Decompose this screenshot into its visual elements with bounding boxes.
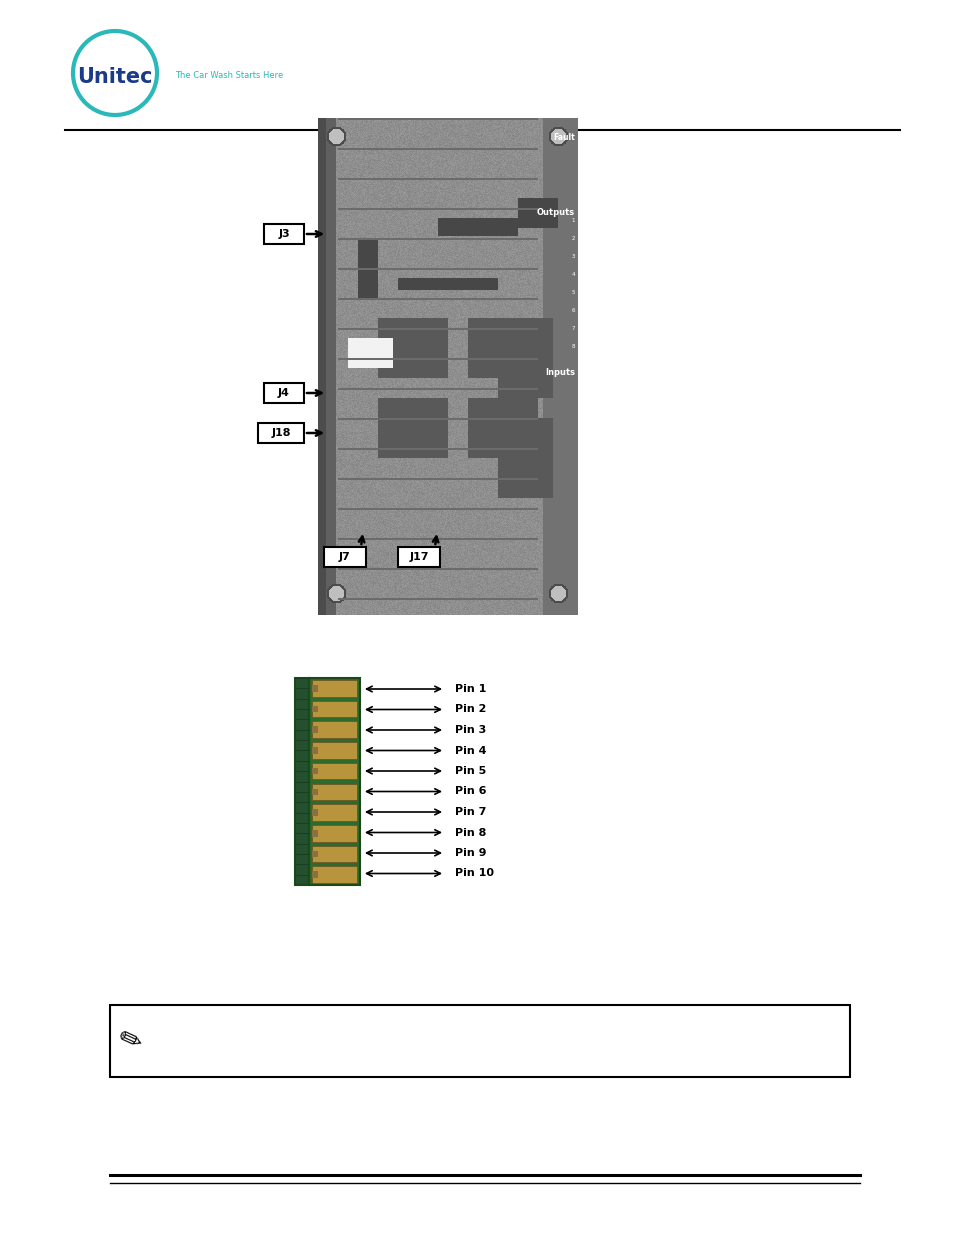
Bar <box>312 685 317 692</box>
Bar <box>312 742 356 758</box>
Text: Pin 9: Pin 9 <box>455 848 486 858</box>
Bar <box>264 224 304 245</box>
Bar <box>312 768 317 774</box>
Bar <box>312 680 356 697</box>
Bar <box>312 851 317 857</box>
Bar <box>312 763 356 779</box>
Bar <box>110 1005 849 1077</box>
Text: Unitec: Unitec <box>77 67 152 86</box>
Text: J7: J7 <box>338 552 351 562</box>
Bar <box>264 383 304 403</box>
Bar <box>312 726 317 734</box>
Bar <box>397 547 439 567</box>
Text: 7: 7 <box>571 326 575 331</box>
Text: Inputs: Inputs <box>544 368 575 377</box>
Text: J3: J3 <box>278 228 290 240</box>
Text: 2: 2 <box>571 236 575 241</box>
Text: Outputs: Outputs <box>537 207 575 217</box>
Bar <box>312 721 356 739</box>
Bar <box>312 809 317 816</box>
Text: 8: 8 <box>571 345 575 350</box>
Text: Pin 8: Pin 8 <box>455 827 486 837</box>
Text: Pin 6: Pin 6 <box>455 787 486 797</box>
Bar <box>312 783 356 800</box>
Bar <box>312 747 317 753</box>
Text: ✎: ✎ <box>116 1024 148 1058</box>
Text: 3: 3 <box>571 254 575 259</box>
Text: Fault: Fault <box>553 133 575 142</box>
Text: Pin 3: Pin 3 <box>455 725 486 735</box>
Bar <box>312 867 356 883</box>
Text: 1: 1 <box>571 219 575 224</box>
Text: Pin 1: Pin 1 <box>455 684 486 694</box>
Text: Pin 5: Pin 5 <box>455 766 486 776</box>
Bar <box>312 705 317 713</box>
Text: The Car Wash Starts Here: The Car Wash Starts Here <box>174 72 283 80</box>
Text: J4: J4 <box>277 388 290 398</box>
Text: Pin 4: Pin 4 <box>455 746 486 756</box>
Text: Pin 10: Pin 10 <box>455 868 494 878</box>
Bar <box>312 825 356 841</box>
Bar <box>324 547 366 567</box>
Text: Pin 7: Pin 7 <box>455 806 486 818</box>
Bar <box>309 678 359 885</box>
Bar <box>312 700 356 718</box>
Text: Pin 2: Pin 2 <box>455 704 486 715</box>
Text: 6: 6 <box>571 308 575 312</box>
Bar <box>312 804 356 821</box>
Bar <box>312 830 317 836</box>
Bar <box>312 846 356 862</box>
Text: 5: 5 <box>571 290 575 295</box>
Bar <box>312 872 317 878</box>
Text: 4: 4 <box>571 272 575 277</box>
Bar <box>257 424 304 443</box>
Text: J17: J17 <box>409 552 428 562</box>
Bar <box>312 788 317 795</box>
Text: J18: J18 <box>271 429 291 438</box>
Bar <box>294 678 309 885</box>
